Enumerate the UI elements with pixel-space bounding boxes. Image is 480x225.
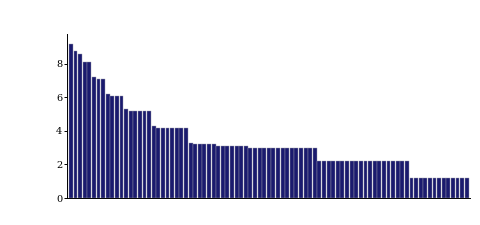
Bar [350, 161, 354, 198]
Bar [327, 161, 331, 198]
Bar [69, 44, 73, 198]
Bar [212, 144, 216, 198]
Bar [428, 178, 432, 198]
Bar [451, 178, 455, 198]
Bar [285, 148, 289, 198]
Bar [432, 178, 436, 198]
Bar [170, 128, 174, 198]
Bar [423, 178, 427, 198]
Bar [400, 161, 404, 198]
Bar [198, 144, 202, 198]
Bar [363, 161, 367, 198]
Bar [92, 77, 96, 198]
Bar [78, 54, 82, 198]
Bar [226, 146, 229, 198]
Bar [258, 148, 262, 198]
Bar [106, 94, 109, 198]
Bar [101, 79, 105, 198]
Bar [386, 161, 390, 198]
Bar [235, 146, 239, 198]
Bar [456, 178, 459, 198]
Bar [372, 161, 377, 198]
Bar [115, 96, 119, 198]
Bar [442, 178, 445, 198]
Bar [290, 148, 294, 198]
Bar [272, 148, 276, 198]
Bar [419, 178, 423, 198]
Bar [147, 111, 151, 198]
Bar [184, 128, 188, 198]
Bar [129, 111, 132, 198]
Bar [405, 161, 409, 198]
Bar [253, 148, 257, 198]
Bar [133, 111, 137, 198]
Bar [396, 161, 400, 198]
Bar [359, 161, 363, 198]
Bar [189, 143, 192, 198]
Bar [354, 161, 358, 198]
Bar [262, 148, 266, 198]
Bar [180, 128, 183, 198]
Bar [193, 144, 197, 198]
Bar [391, 161, 395, 198]
Bar [143, 111, 146, 198]
Bar [276, 148, 280, 198]
Bar [465, 178, 468, 198]
Bar [299, 148, 303, 198]
Bar [166, 128, 169, 198]
Bar [249, 148, 252, 198]
Bar [203, 144, 206, 198]
Bar [87, 62, 91, 198]
Bar [437, 178, 441, 198]
Bar [345, 161, 349, 198]
Bar [138, 111, 142, 198]
Bar [207, 144, 211, 198]
Bar [124, 109, 128, 198]
Bar [244, 146, 248, 198]
Bar [317, 161, 322, 198]
Bar [221, 146, 225, 198]
Bar [336, 161, 340, 198]
Bar [340, 161, 345, 198]
Bar [331, 161, 335, 198]
Bar [161, 128, 165, 198]
Bar [322, 161, 326, 198]
Bar [83, 62, 87, 198]
Bar [96, 79, 100, 198]
Bar [110, 96, 114, 198]
Bar [230, 146, 234, 198]
Bar [120, 96, 123, 198]
Bar [152, 126, 156, 198]
Bar [382, 161, 386, 198]
Bar [409, 178, 413, 198]
Bar [377, 161, 381, 198]
Bar [239, 146, 243, 198]
Bar [313, 148, 317, 198]
Bar [216, 146, 220, 198]
Bar [267, 148, 271, 198]
Bar [73, 50, 77, 198]
Bar [294, 148, 299, 198]
Bar [368, 161, 372, 198]
Bar [460, 178, 464, 198]
Bar [304, 148, 308, 198]
Bar [175, 128, 179, 198]
Bar [308, 148, 312, 198]
Bar [281, 148, 285, 198]
Bar [446, 178, 450, 198]
Bar [156, 128, 160, 198]
Bar [414, 178, 418, 198]
